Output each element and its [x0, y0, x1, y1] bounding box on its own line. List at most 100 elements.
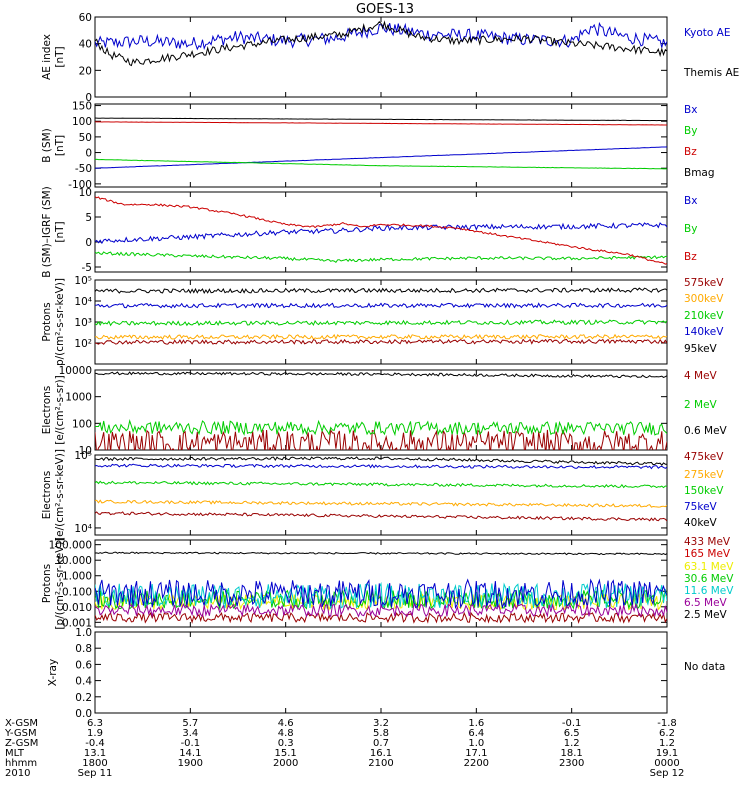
series-line-11-6-mev — [95, 581, 667, 610]
x-axis-year: 2010 — [5, 768, 30, 779]
x-axis-value: 1.9 — [87, 728, 103, 739]
x-axis-value: 15.1 — [275, 748, 297, 759]
y-tick-label: 10⁵ — [74, 450, 92, 462]
legend-label: 575keV — [684, 277, 724, 289]
x-axis-value: 6.4 — [468, 728, 484, 739]
y-axis-label: [nT] — [54, 46, 66, 67]
x-axis-value: 2300 — [559, 758, 584, 769]
y-tick-label: 10⁴ — [74, 296, 92, 308]
y-tick-label: 1.0 — [75, 627, 92, 639]
y-tick-label: 0.8 — [75, 643, 92, 655]
legend-label: 210keV — [684, 310, 724, 322]
y-tick-label: 10 — [79, 187, 92, 199]
y-tick-label: 0.0 — [75, 708, 92, 720]
y-axis-label: Protons — [41, 564, 53, 603]
legend-label: By — [684, 125, 697, 137]
panel-frame — [94, 103, 668, 188]
x-axis-value: 3.4 — [182, 728, 198, 739]
y-tick-label: 40 — [79, 39, 92, 51]
x-axis-value: 6.3 — [87, 718, 103, 729]
series-line-140kev — [95, 302, 667, 309]
y-axis-label: B (SM)–IGRF (SM) — [41, 186, 53, 278]
x-axis-value: 3.2 — [373, 718, 389, 729]
x-axis-date-start: Sep 11 — [78, 768, 113, 779]
x-axis-value: 18.1 — [561, 748, 583, 759]
panel-2: -100 -50 0 50 100 150 B (SM) [nT] Bx By Bz Bmag — [41, 101, 715, 191]
legend-label: 40keV — [684, 517, 718, 529]
legend-label: 30.6 MeV — [684, 573, 734, 585]
figure-title: GOES-13 — [356, 2, 414, 17]
y-tick-label: 60 — [79, 12, 92, 24]
legend-label: 165 MeV — [684, 548, 731, 560]
legend-label: 63.1 MeV — [684, 561, 734, 573]
series-line-30-6-mev — [95, 588, 667, 611]
y-axis-label: [nT] — [54, 221, 66, 242]
y-axis-label: Electrons — [41, 386, 53, 435]
x-axis-value: 1900 — [178, 758, 203, 769]
series-line-150kev — [95, 480, 667, 489]
y-tick-label: 20 — [79, 65, 92, 77]
series-line-themis-ae — [95, 20, 667, 67]
y-tick-label: 0 — [85, 148, 92, 160]
y-tick-label: 0.6 — [75, 659, 92, 671]
series-line-bx — [95, 146, 667, 169]
y-tick-label: 0.100 — [62, 586, 92, 598]
y-tick-label: 10 — [79, 445, 92, 457]
y-tick-label: 0.010 — [62, 602, 92, 614]
x-axis-value: 17.1 — [465, 748, 487, 759]
y-axis-label: B (SM) — [41, 128, 53, 162]
x-axis-row-label: MLT — [5, 748, 25, 759]
series-group — [95, 117, 667, 170]
y-tick-label: 10⁴ — [74, 523, 92, 535]
y-axis-label: [p/(cm²-s-sr-keV)] — [54, 537, 66, 629]
series-line-95kev — [95, 338, 667, 345]
x-axis-value: 0000 — [654, 758, 679, 769]
x-axis-value: -0.1 — [562, 718, 582, 729]
series-line-bmag — [95, 117, 667, 122]
legend-label: Themis AE — [683, 67, 739, 79]
series-group — [95, 456, 667, 522]
x-axis-value: 5.8 — [373, 728, 389, 739]
x-axis-value: 6.5 — [564, 728, 580, 739]
panel-8: 0.0 0.2 0.4 0.6 0.8 1.0 X-ray No data — [47, 627, 725, 720]
panel-6: 10⁴ 10⁵ Electrons [e/(cm²-s-sr-keV)] 475keV 2… — [41, 449, 724, 541]
x-axis-value: 1.2 — [659, 738, 675, 749]
series-line-4-mev — [95, 428, 667, 450]
series-line-575kev — [95, 287, 667, 294]
x-axis-value: 2100 — [368, 758, 393, 769]
x-axis-date-end: Sep 12 — [650, 768, 685, 779]
legend-label: Bx — [684, 104, 697, 116]
legend-label: 300keV — [684, 293, 724, 305]
x-axis-table: X-GSM 6.3 5.7 4.6 3.2 1.6 -0.1 -1.8 Y-GSM 1.9 3.4 4… — [4, 718, 684, 779]
x-axis-value: 2000 — [273, 758, 298, 769]
x-axis-value: 1.0 — [468, 738, 484, 749]
legend-label: Bz — [684, 146, 697, 158]
y-tick-label: 10⁵ — [74, 275, 92, 287]
legend-label: 2.5 MeV — [684, 609, 728, 621]
series-line-by — [95, 158, 667, 170]
x-axis-row-label: Y-GSM — [4, 728, 37, 739]
y-tick-label: 10³ — [74, 317, 92, 329]
series-line-300kev — [95, 333, 667, 341]
series-line-bz — [95, 196, 667, 265]
panel-4: 10² 10³ 10⁴ 10⁵ Protons p/(cm²-s-sr-keV)] 575k… — [41, 275, 724, 366]
series-line-40kev — [95, 456, 667, 467]
x-axis-value: 1.6 — [468, 718, 484, 729]
x-axis-value: 0.7 — [373, 738, 389, 749]
x-axis-row-label: X-GSM — [5, 718, 38, 729]
y-axis-label: [e/(cm²-s-sr)] — [54, 375, 66, 444]
x-axis-value: 1800 — [82, 758, 107, 769]
y-tick-label: 1000 — [65, 392, 92, 404]
legend-label: 433 MeV — [684, 536, 731, 548]
y-tick-label: 0 — [85, 92, 92, 104]
x-axis-value: 6.2 — [659, 728, 675, 739]
y-axis-label: Protons — [41, 302, 53, 341]
series-line-433-mev — [95, 551, 667, 556]
y-tick-label: 10000 — [59, 365, 92, 377]
x-axis-value: 0.3 — [278, 738, 294, 749]
legend-label: Kyoto AE — [684, 27, 730, 39]
y-tick-label: 100.000 — [49, 540, 92, 552]
x-axis-value: 19.1 — [656, 748, 678, 759]
